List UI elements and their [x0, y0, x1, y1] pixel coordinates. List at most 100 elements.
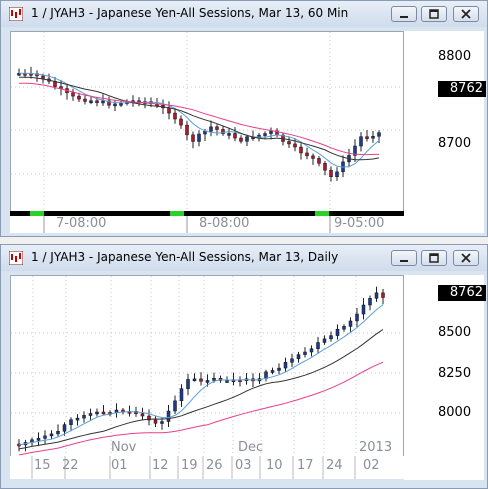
close-button[interactable]: [453, 250, 479, 266]
price-axis: [404, 275, 484, 480]
candle-body: [101, 100, 105, 104]
x-tick-label: 24: [326, 458, 343, 473]
candle-body: [270, 370, 275, 373]
candle-body: [329, 335, 333, 340]
restore-button[interactable]: [421, 250, 447, 266]
candle-body: [215, 126, 219, 130]
candle-body: [209, 126, 213, 132]
chart-app-icon: [9, 251, 23, 265]
candle-body: [305, 152, 309, 157]
minimize-button[interactable]: [391, 6, 417, 22]
last-price-tag: 8762: [438, 285, 486, 301]
candle-body: [119, 103, 123, 106]
candle-body: [192, 378, 197, 382]
candle-body: [75, 417, 80, 421]
title-bar[interactable]: 1 / JYAH3 - Japanese Yen-All Sessions, M…: [1, 245, 487, 271]
restore-button[interactable]: [421, 6, 447, 22]
chart-app-icon: [9, 7, 23, 21]
candle-body: [335, 328, 340, 336]
candle-body: [43, 435, 47, 439]
candle-body: [381, 292, 385, 298]
ma-mid-line: [18, 329, 384, 450]
candle-body: [173, 112, 177, 120]
chart-window-60min: 1 / JYAH3 - Japanese Yen-All Sessions, M…: [0, 0, 488, 237]
candle-body: [371, 135, 375, 139]
restore-icon: [429, 9, 439, 19]
price-plot[interactable]: [10, 31, 404, 216]
x-ticks: [31, 456, 356, 479]
x-tick-label: 8-08:00: [199, 216, 250, 231]
x-tick-label: 02: [363, 458, 380, 473]
candle-body: [303, 351, 307, 355]
candle-body: [191, 134, 195, 142]
chart-window-daily: 1 / JYAH3 - Japanese Yen-All Sessions, M…: [0, 244, 488, 489]
candle-body: [361, 304, 366, 315]
candle-body: [140, 413, 145, 417]
candle-body: [245, 136, 249, 142]
y-tick-label: 8000: [438, 405, 472, 420]
time-axis: [10, 456, 404, 479]
candle-body: [263, 133, 267, 136]
ma-fast-line: [18, 304, 384, 446]
window-title: 1 / JYAH3 - Japanese Yen-All Sessions, M…: [31, 6, 349, 20]
minimize-button[interactable]: [391, 250, 417, 266]
last-price-tag: 8762: [438, 81, 486, 97]
x-tick-label: 17: [297, 458, 314, 473]
candle-body: [296, 354, 301, 360]
candle-body: [167, 107, 171, 114]
candle-body: [269, 130, 273, 134]
candle-body: [95, 411, 99, 415]
title-bar[interactable]: 1 / JYAH3 - Japanese Yen-All Sessions, M…: [1, 1, 487, 27]
candle-body: [311, 155, 315, 159]
month-label: 2013: [359, 440, 393, 455]
candle-body: [233, 133, 237, 139]
x-tick-label: 03: [235, 458, 252, 473]
candle-body: [83, 98, 87, 102]
candle-body: [283, 362, 288, 369]
candle-body: [299, 146, 303, 154]
close-button[interactable]: [453, 6, 479, 22]
x-tick-label: 7-08:00: [56, 216, 107, 231]
price-plot[interactable]: [10, 275, 404, 458]
y-tick-label: 8250: [438, 366, 472, 381]
candle-body: [101, 411, 106, 415]
candle-body: [322, 338, 327, 343]
restore-icon: [429, 253, 439, 263]
y-tick-label: 8500: [438, 325, 472, 340]
x-tick-label: 10: [266, 458, 283, 473]
candle-body: [160, 421, 164, 424]
candle-body: [203, 131, 207, 135]
price-plot-canvas: [11, 32, 403, 215]
candle-body: [317, 158, 321, 164]
candle-body: [179, 388, 184, 402]
candle-body: [82, 415, 86, 419]
ma-slow-line: [18, 361, 384, 456]
candle-body: [316, 342, 320, 349]
candle-body: [185, 124, 189, 136]
candle-body: [348, 320, 353, 327]
candle-body: [287, 141, 291, 145]
candle-body: [173, 400, 177, 412]
candle-body: [329, 169, 333, 178]
candle-body: [225, 380, 229, 383]
candle-body: [197, 133, 201, 142]
candle-body: [355, 313, 359, 322]
candle-body: [62, 424, 67, 432]
candle-body: [147, 415, 151, 421]
candle-body: [365, 136, 369, 139]
x-tick-label: 12: [152, 458, 169, 473]
candle-body: [89, 100, 93, 103]
candle-body: [212, 377, 216, 381]
month-label: Dec: [238, 440, 264, 455]
candle-body: [377, 132, 381, 137]
candle-body: [323, 163, 327, 171]
candle-body: [199, 378, 203, 382]
candle-body: [227, 133, 231, 136]
session-bar: [10, 211, 404, 216]
candle-body: [113, 103, 117, 107]
candle-body: [71, 92, 75, 97]
candle-body: [374, 292, 379, 299]
ma-mid-line: [19, 76, 380, 161]
time-axis: [10, 211, 404, 233]
candle-body: [239, 137, 243, 142]
